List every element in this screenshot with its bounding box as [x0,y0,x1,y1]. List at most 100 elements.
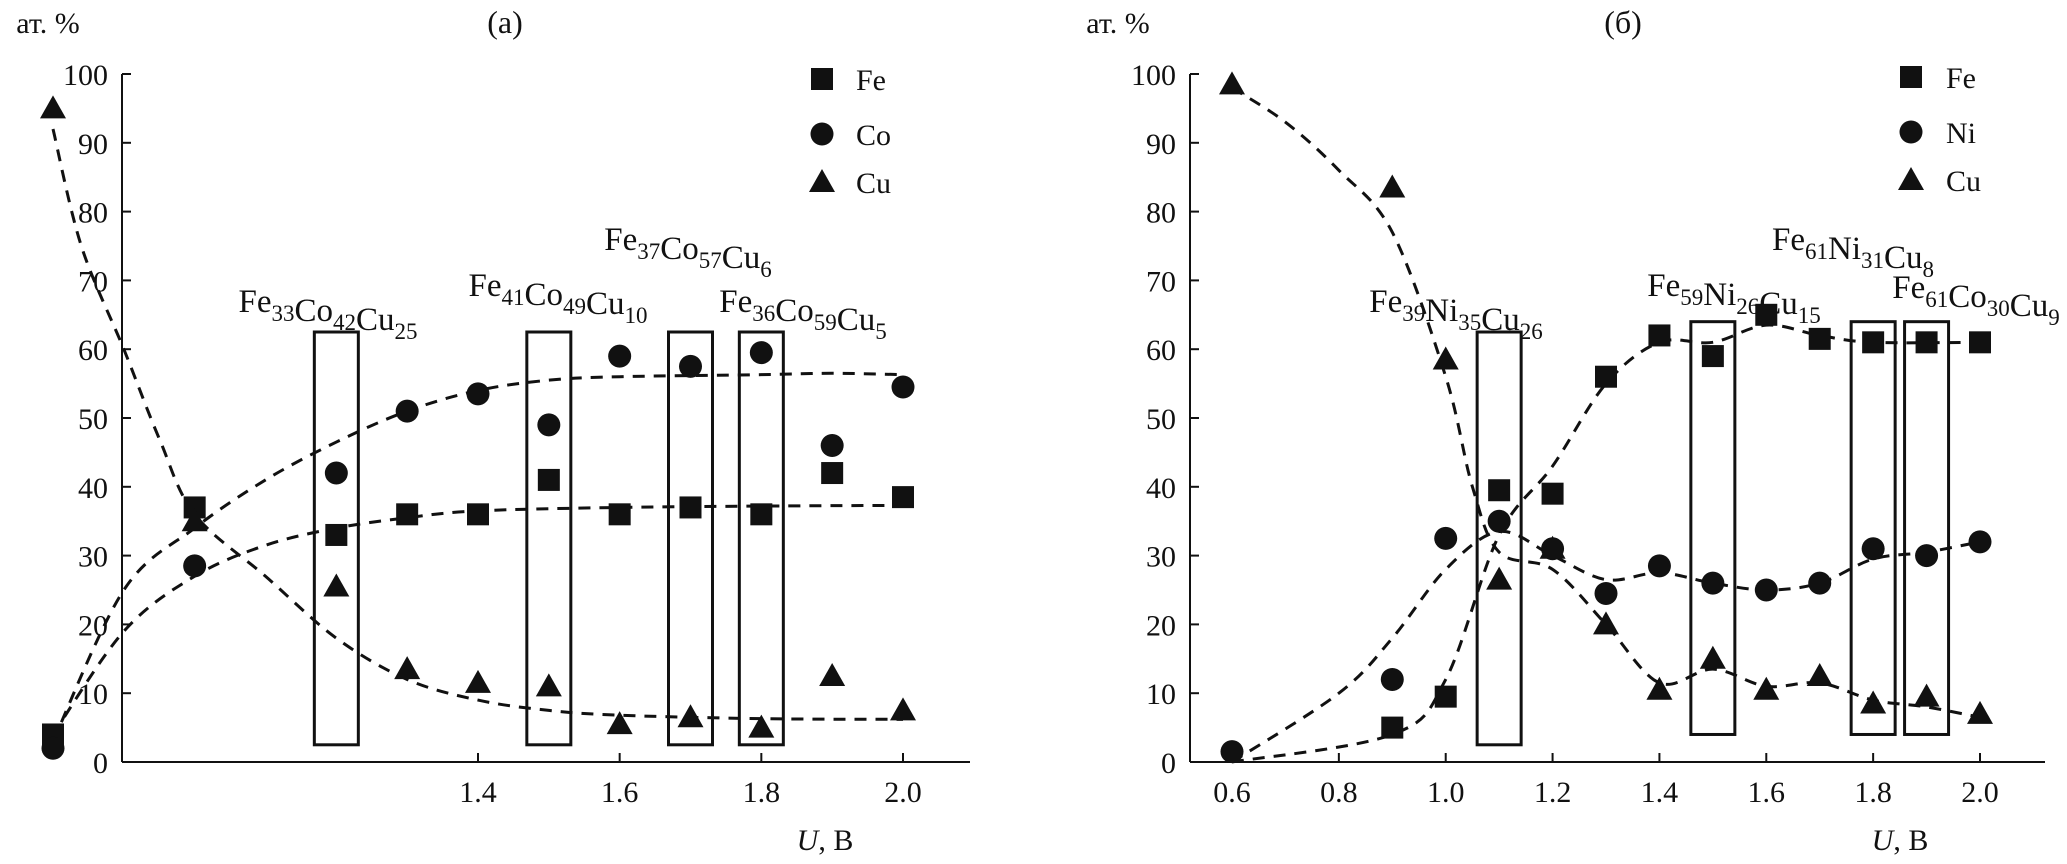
data-point-fe [1915,331,1938,354]
composition-box [1475,330,1523,747]
data-point-ni [1594,581,1618,605]
data-point-fe [1648,324,1671,347]
formula-element: Co [1948,279,1987,315]
trend-line-cu [51,128,904,721]
composition-box [1689,320,1737,736]
formula-element: Fe [1892,270,1925,306]
y-tick-label: 50 [78,403,108,436]
y-tick-label: 50 [1146,403,1176,436]
formula-subscript: 37 [637,239,660,264]
legend-label: Cu [856,167,891,200]
x-axis-title: U, В [797,824,854,857]
data-point-ni [1754,578,1778,602]
data-point-fe [396,503,419,526]
formula-subscript: 26 [1520,319,1543,344]
legend-label: Ni [1946,117,1976,150]
data-point-co [749,341,773,365]
composition-box [525,330,573,747]
formula-element: Ni [1828,231,1861,267]
data-point-fe [608,503,631,526]
y-tick-label: 40 [1146,472,1176,505]
legend-label: Fe [856,64,886,97]
x-axis-title: U, В [1872,824,1929,857]
formula-element: Ni [1703,277,1736,313]
data-point-cu [535,673,562,697]
data-point-ni [1968,530,1992,554]
formula-element: Fe [1647,268,1680,304]
formula-subscript: 10 [625,303,648,328]
formula-subscript: 33 [271,301,294,326]
data-point-ni [1380,667,1404,691]
y-tick-label: 90 [1146,128,1176,161]
x-axis-variable: U [1872,824,1896,857]
y-tick-label: 0 [1161,747,1176,780]
data-point-fe [1969,331,1991,354]
data-point-ni [1220,740,1244,764]
data-point-ni [1808,571,1832,595]
data-point-co [41,736,65,760]
y-tick-label: 70 [78,265,108,298]
data-point-fe [750,503,773,526]
data-point-co [466,382,490,406]
formula-subscript: 31 [1861,248,1884,273]
data-point-cu [1753,676,1780,700]
y-tick-label: 20 [78,609,108,642]
data-point-ni [1487,509,1511,533]
formula-subscript: 57 [699,248,722,273]
formula-subscript: 6 [760,257,772,282]
data-point-ni [1647,554,1671,578]
data-point-fe [1701,345,1724,368]
chart-panel-2: 0 10 20 30 40 50 60 70 80 90 100 0.6 0.8 1.0 1.2 1.4 1.6… [1086,4,2059,857]
data-point-cu [1593,611,1619,635]
formula-subscript: 5 [875,319,887,344]
y-tick-label: 0 [93,747,108,780]
formula-element: Co [660,231,699,267]
composition-box [737,330,785,747]
data-point-cu [40,95,66,119]
data-point-fe [1808,327,1831,350]
y-axis-title: ат. % [16,7,79,40]
data-point-cu [1486,566,1513,590]
formula-subscript: 61 [1925,287,1948,312]
trend-line-ni [1231,530,1981,764]
composition-label: Fe61Co30Cu9 [1892,270,2060,330]
composition-label: Fe36Co59Cu5 [719,284,887,344]
y-tick-label: 30 [1146,541,1176,574]
composition-box [312,330,360,747]
data-point-cu [1539,535,1566,559]
data-point-cu [677,704,704,728]
x-tick-label: 1.8 [1854,776,1892,809]
data-point-cu [1432,346,1459,370]
formula-subscript: 26 [1736,294,1759,319]
formula-element: Fe [468,268,501,304]
legend-marker-cu [809,169,835,192]
formula-subscript: 30 [1987,296,2010,321]
data-point-fe [679,496,702,519]
formula-subscript: 39 [1402,301,1425,326]
legend-marker-fe [1900,66,1922,88]
formula-subscript: 9 [2048,305,2060,330]
legend-label: Fe [1946,62,1976,95]
formula-subscript: 59 [1680,285,1703,310]
y-tick-label: 70 [1146,265,1176,298]
legend-marker-fe [811,68,833,90]
data-point-fe [1381,716,1404,739]
x-tick-label: 1.0 [1427,776,1465,809]
legend-label: Co [856,119,891,152]
data-point-co [537,413,561,437]
x-tick-label: 1.4 [1641,776,1679,809]
data-point-cu [1806,663,1833,686]
legend-marker-co [810,122,834,146]
data-point-fe [1434,685,1457,708]
data-point-cu [890,697,916,721]
data-point-co [324,461,348,485]
data-point-cu [323,573,350,597]
y-tick-label: 10 [1146,678,1176,711]
data-point-cu [394,656,421,680]
data-point-cu [181,508,208,532]
x-tick-label: 1.6 [1748,776,1786,809]
y-axis-title: ат. % [1086,7,1149,40]
y-tick-label: 30 [78,541,108,574]
data-point-co [820,434,844,458]
